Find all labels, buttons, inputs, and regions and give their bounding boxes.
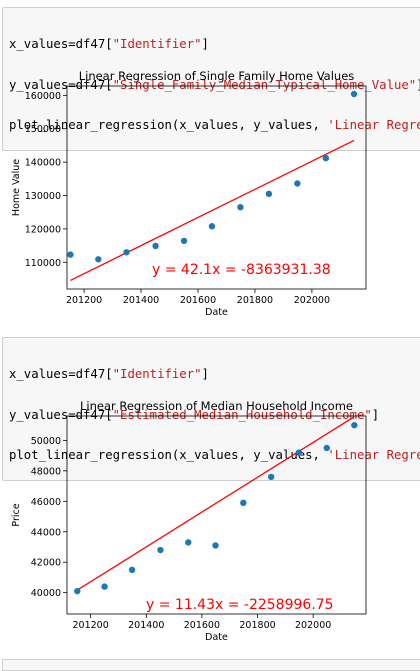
household-income-regression-chart: Linear Regression of Median Household In… bbox=[11, 399, 367, 643]
x-tick-label: 201400 bbox=[128, 620, 164, 631]
data-point bbox=[240, 499, 247, 507]
y-tick-label: 110000 bbox=[25, 258, 61, 269]
next-code-cell[interactable] bbox=[2, 659, 420, 671]
y-tick-label: 44000 bbox=[31, 527, 61, 538]
x-tick-label: 201600 bbox=[184, 620, 220, 631]
y-axis-label: Home Value bbox=[11, 159, 22, 216]
y-tick-label: 140000 bbox=[25, 158, 61, 169]
x-tick-label: 202000 bbox=[294, 295, 330, 306]
home-value-regression-chart: Linear Regression of Single Family Home … bbox=[11, 69, 367, 316]
y-axis-label: Price bbox=[11, 503, 22, 526]
data-point bbox=[212, 542, 219, 549]
data-point bbox=[294, 180, 301, 187]
y-tick-label: 150000 bbox=[25, 124, 61, 135]
x-tick-label: 202000 bbox=[295, 620, 331, 631]
y-tick-label: 48000 bbox=[31, 466, 61, 477]
data-point bbox=[350, 90, 358, 98]
data-point bbox=[95, 256, 102, 263]
x-tick-label: 201400 bbox=[123, 295, 159, 306]
y-tick-label: 42000 bbox=[31, 558, 61, 569]
data-point bbox=[237, 203, 244, 211]
data-point bbox=[157, 546, 164, 554]
x-tick-label: 201800 bbox=[239, 620, 275, 631]
data-point bbox=[185, 539, 192, 546]
data-point bbox=[323, 444, 330, 452]
y-tick-label: 40000 bbox=[31, 588, 61, 599]
code-line: y_values=df47["Single_Family_Median_Typi… bbox=[9, 77, 420, 92]
data-point bbox=[67, 251, 74, 258]
code-cell-2[interactable]: x_values=df47["Identifier"] y_values=df4… bbox=[2, 337, 420, 481]
code-line: x_values=df47["Identifier"] bbox=[9, 367, 209, 381]
code-line: y_values=df47["Estimated_Median_Househol… bbox=[9, 407, 380, 422]
x-tick-label: 201600 bbox=[180, 295, 216, 306]
data-point bbox=[351, 421, 358, 429]
data-point bbox=[208, 223, 216, 230]
y-tick-label: 50000 bbox=[31, 436, 61, 447]
data-point bbox=[267, 473, 275, 481]
data-point bbox=[265, 190, 273, 198]
y-tick-label: 160000 bbox=[25, 91, 61, 102]
regression-line bbox=[70, 139, 355, 282]
plot-frame bbox=[66, 85, 367, 290]
code-line: plot_linear_regression(x_values, y_value… bbox=[9, 118, 420, 132]
data-point bbox=[123, 249, 130, 256]
data-point bbox=[322, 154, 330, 162]
code-line: x_values=df47["Identifier"] bbox=[9, 37, 209, 51]
data-point bbox=[152, 242, 159, 250]
regression-line bbox=[76, 416, 355, 591]
regression-equation: y = 42.1x = -8363931.38 bbox=[152, 262, 331, 278]
y-tick-label: 120000 bbox=[25, 224, 61, 235]
data-point bbox=[74, 587, 81, 595]
data-point bbox=[180, 237, 188, 245]
x-axis-label: Date bbox=[205, 632, 228, 643]
chart-title: Linear Regression of Single Family Home … bbox=[79, 69, 355, 83]
y-tick-label: 46000 bbox=[31, 497, 61, 508]
x-tick-label: 201800 bbox=[237, 295, 273, 306]
plot-frame bbox=[66, 415, 367, 615]
data-point bbox=[101, 583, 108, 590]
code-cell-1[interactable]: x_values=df47["Identifier"] y_values=df4… bbox=[2, 7, 420, 151]
data-point bbox=[295, 449, 303, 456]
regression-equation: y = 11.43x = -2258996.75 bbox=[146, 597, 334, 613]
y-tick-label: 130000 bbox=[25, 191, 61, 202]
x-tick-label: 201200 bbox=[66, 295, 102, 306]
x-tick-label: 201200 bbox=[73, 620, 109, 631]
chart-title: Linear Regression of Median Household In… bbox=[80, 399, 353, 413]
data-point bbox=[128, 566, 136, 574]
x-axis-label: Date bbox=[205, 307, 228, 316]
